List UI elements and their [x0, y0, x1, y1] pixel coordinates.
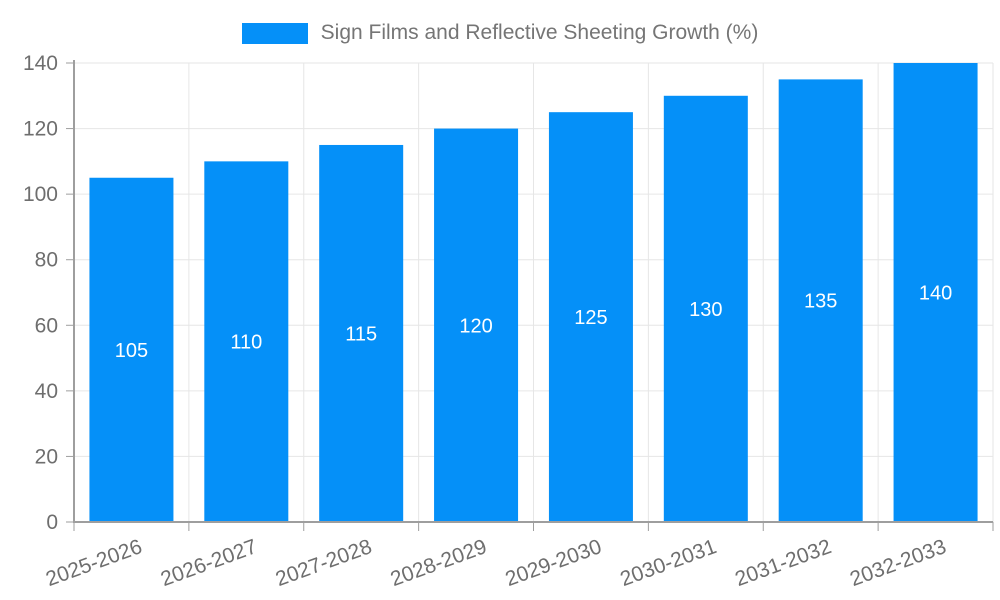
- y-tick-label: 60: [35, 314, 58, 337]
- bar-value-label: 110: [230, 332, 262, 354]
- bar: [434, 128, 519, 523]
- y-tick-label: 0: [46, 511, 58, 534]
- bar-value-label: 105: [115, 340, 148, 362]
- bar-value-label: 125: [574, 307, 607, 329]
- y-tick-label: 100: [23, 183, 58, 206]
- x-tick-label: 2030-2031: [617, 535, 719, 591]
- bar: [663, 95, 748, 523]
- y-tick-label: 120: [23, 118, 58, 141]
- y-tick-label: 20: [35, 445, 58, 468]
- bar: [893, 63, 978, 522]
- legend-swatch: [241, 22, 308, 44]
- bar-value-label: 130: [689, 299, 722, 321]
- x-tick-label: 2029-2030: [502, 535, 604, 591]
- bar: [204, 161, 289, 522]
- bar: [319, 144, 404, 522]
- x-tick-label: 2031-2032: [732, 535, 834, 591]
- x-tick-label: 2028-2029: [388, 535, 490, 591]
- y-tick-label: 140: [23, 52, 58, 75]
- y-tick-label: 40: [35, 380, 58, 403]
- bar: [778, 79, 863, 523]
- bar-value-label: 120: [459, 315, 492, 337]
- bar-value-label: 140: [919, 283, 952, 305]
- x-tick-label: 2027-2028: [273, 535, 375, 591]
- x-tick-label: 2025-2026: [43, 535, 145, 591]
- x-tick-label: 2032-2033: [847, 535, 949, 591]
- y-tick-label: 80: [35, 249, 58, 272]
- bar-value-label: 115: [345, 323, 377, 345]
- bar-value-label: 135: [804, 291, 837, 313]
- x-tick-label: 2026-2027: [158, 535, 260, 591]
- bar: [89, 177, 174, 522]
- legend-label: Sign Films and Reflective Sheeting Growt…: [320, 21, 759, 44]
- bar: [548, 112, 633, 522]
- chart-legend: Sign Films and Reflective Sheeting Growt…: [0, 13, 1000, 53]
